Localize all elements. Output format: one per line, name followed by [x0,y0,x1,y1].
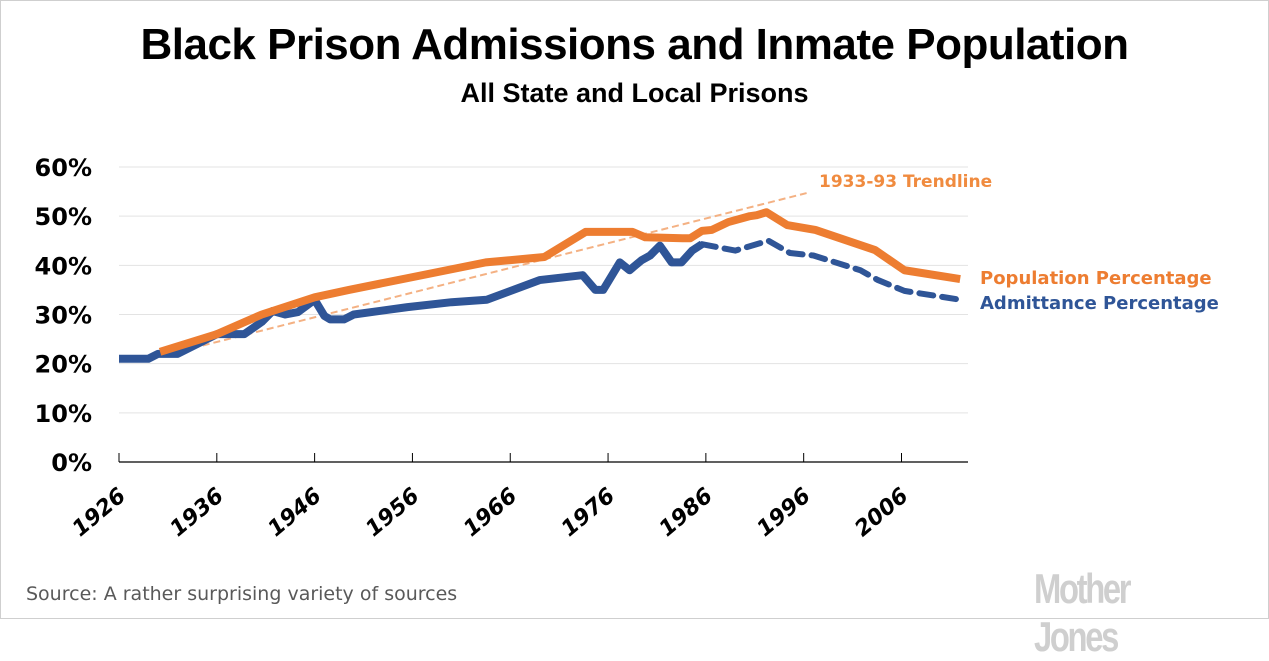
chart-subtitle: All State and Local Prisons [460,78,809,108]
x-tick-label: 2006 [850,483,913,542]
x-tick-label: 1956 [361,483,424,542]
y-tick-label: 50% [35,203,92,231]
source-note: Source: A rather surprising variety of s… [26,583,458,605]
mother-jones-logo: Mother Jones [1034,565,1132,660]
x-tick-label: 1966 [459,483,522,542]
gridlines [119,166,968,414]
x-tick-label: 1996 [753,483,816,542]
y-tick-label: 60% [35,154,92,182]
y-tick-label: 30% [35,302,92,330]
x-tick-label: 1976 [557,483,620,542]
series-group [119,208,964,363]
annotation-labels: 1933-93 Trendline Population Percentage … [819,172,1219,314]
x-axis [118,453,968,463]
y-tick-label: 10% [35,400,92,428]
admittance-line-solid [119,240,705,363]
trendline-label: 1933-93 Trendline [819,172,992,192]
admittance-line-dashed [698,237,964,303]
population-line [158,208,961,356]
y-tick-label: 0% [51,449,92,477]
x-tick-label: 1946 [264,483,327,542]
chart-title: Black Prison Admissions and Inmate Popul… [140,20,1129,69]
x-tick-label: 1926 [68,483,131,542]
population-legend-label: Population Percentage [980,268,1212,289]
trendline [159,192,807,358]
trendline-group [159,192,807,358]
y-tick-label: 40% [35,252,92,280]
x-axis-labels: 1926 1936 1946 1956 1966 1976 1986 1996 2006 [68,483,913,542]
line-chart: 0% 10% 20% 30% 40% 50% 60% 1926 1936 1946 1956 196… [35,154,1219,542]
y-tick-label: 20% [35,351,92,379]
y-axis-labels: 0% 10% 20% 30% 40% 50% 60% [35,154,92,477]
x-tick-label: 1936 [166,483,229,542]
admittance-legend-label: Admittance Percentage [980,293,1219,314]
x-tick-label: 1986 [655,483,718,542]
